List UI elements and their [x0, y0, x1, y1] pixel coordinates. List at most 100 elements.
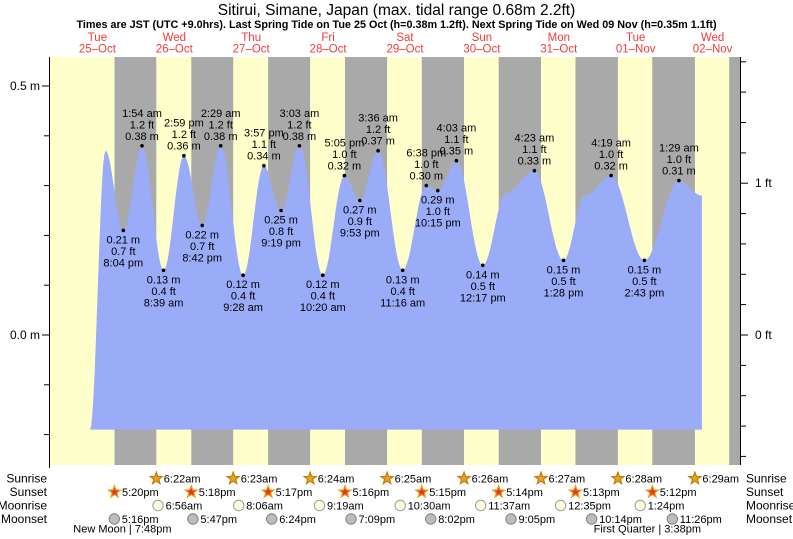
sunset-sun-icon	[106, 483, 123, 499]
moonrise-time: 10:30am	[408, 501, 451, 513]
day-date-label: 27–Oct	[233, 44, 271, 56]
low-tide-label-line: 0.5 ft	[471, 281, 495, 293]
tide-event-dot	[241, 273, 245, 278]
high-tide-label-line: 3:36 am	[358, 113, 398, 125]
low-tide-label-line: 0.4 ft	[390, 286, 414, 298]
moonset-row-label-right: Moonset	[746, 512, 793, 526]
day-date-label: 28–Oct	[310, 44, 348, 56]
high-tide-label-line: 3:57 pm	[244, 128, 284, 140]
sunrise-row-label-right: Sunrise	[746, 472, 787, 486]
left-axis-label: 0.0 m	[10, 328, 40, 342]
high-tide-label-line: 1.2 ft	[172, 129, 196, 141]
high-tide-label-line: 0.36 m	[167, 141, 201, 153]
tide-event-dot	[297, 144, 302, 148]
moonrise-row-label-right: Moonrise	[746, 499, 793, 513]
day-date-label: 30–Oct	[463, 44, 501, 56]
sunrise-time: 6:27am	[549, 474, 586, 486]
low-tide-label-line: 1:28 pm	[544, 287, 584, 299]
moonrise-time: 9:19am	[327, 501, 364, 513]
tide-event-dot	[561, 258, 566, 263]
sunrise-time: 6:23am	[241, 474, 278, 486]
sunset-time: 5:20pm	[122, 487, 159, 499]
astro-rows: Sunrise Sunrise 6:22am 6:23am 6:24am 6:25am 6:…	[0, 470, 793, 536]
tide-event-annotations: 0.21 m0.7 ft8:04 pm1:54 am1.2 ft0.38 m0.…	[103, 108, 698, 314]
tide-event-dot	[481, 263, 485, 268]
low-tide-label-line: 0.7 ft	[111, 246, 135, 258]
tide-event-dot	[161, 268, 166, 273]
low-tide-label-line: 0.15 m	[547, 264, 581, 276]
moonset-row-label-left: Moonset	[1, 512, 48, 526]
sunset-time: 5:16pm	[353, 487, 390, 499]
low-tide-label-line: 0.12 m	[306, 279, 340, 291]
moonset-time: 6:24pm	[279, 514, 316, 526]
day-name-label: Fri	[321, 32, 334, 44]
high-tide-label-line: 0.35 m	[440, 146, 474, 158]
page-title: Sitirui, Simane, Japan (max. tidal range…	[217, 2, 576, 19]
sunset-time: 5:14pm	[506, 487, 543, 499]
axes	[42, 57, 748, 468]
night-band	[729, 57, 741, 465]
day-date-label: 29–Oct	[386, 44, 424, 56]
page-subtitle: Times are JST (UTC +9.0hrs). Last Spring…	[76, 19, 717, 31]
high-tide-label-line: 1.1 ft	[444, 134, 468, 146]
high-tide-label-line: 1.0 ft	[332, 149, 356, 161]
low-tide-label-line: 0.8 ft	[269, 226, 293, 238]
sunrise-sun-icon	[302, 470, 318, 486]
day-date-label: 25–Oct	[79, 44, 117, 56]
tide-event-dot	[400, 268, 405, 273]
tide-event-dot	[677, 178, 681, 183]
high-tide-label-line: 1.0 ft	[599, 149, 623, 161]
high-tide-label-line: 0.38 m	[125, 131, 159, 143]
high-tide-label-line: 1.1 ft	[522, 144, 546, 156]
day-name-label: Thu	[241, 32, 261, 44]
high-tide-label-line: 1.2 ft	[287, 119, 311, 131]
high-tide-label-line: 0.32 m	[328, 161, 362, 173]
high-tide-label-line: 1.0 ft	[667, 154, 691, 166]
low-tide-label-line: 0.13 m	[386, 274, 420, 286]
low-tide-label-line: 9:53 pm	[340, 228, 380, 240]
sunrise-sun-icon	[379, 470, 395, 486]
low-tide-label-line: 0.4 ft	[311, 291, 335, 303]
high-tide-label-line: 0.38 m	[204, 131, 238, 143]
high-tide-label-line: 0.31 m	[662, 166, 696, 178]
low-tide-label-line: 11:16 am	[380, 297, 425, 309]
low-tide-label-line: 0.7 ft	[190, 241, 214, 253]
sunrise-time: 6:25am	[395, 474, 432, 486]
day-name-label: Tue	[626, 32, 645, 44]
high-tide-label-line: 0.37 m	[361, 136, 395, 148]
day-date-label: 01–Nov	[616, 44, 656, 56]
high-tide-label-line: 4:19 am	[591, 138, 631, 150]
low-tide-label-line: 0.12 m	[226, 279, 260, 291]
tide-event-dot	[342, 173, 347, 178]
high-tide-label-line: 0.32 m	[594, 161, 628, 173]
sunrise-sun-icon	[687, 470, 703, 486]
high-tide-label-line: 2:59 pm	[164, 118, 204, 130]
high-tide-label-line: 1.0 ft	[414, 159, 438, 171]
high-tide-label-line: 0.38 m	[283, 131, 317, 143]
sunset-time: 5:17pm	[276, 487, 313, 499]
moonrise-moon-icon	[475, 499, 487, 512]
high-tide-label-line: 1:29 am	[659, 143, 699, 155]
sunset-row-label-right: Sunset	[746, 485, 784, 499]
sunset-time: 5:12pm	[660, 487, 697, 499]
sunrise-sun-icon	[533, 470, 549, 486]
sunrise-time: 6:29am	[702, 474, 739, 486]
moonset-time: 8:02pm	[438, 514, 475, 526]
tide-water-area	[90, 145, 702, 430]
moonrise-time: 6:56am	[166, 501, 203, 513]
sunset-sun-icon	[183, 483, 199, 499]
moonset-moon-icon	[266, 513, 278, 525]
right-axis-label: 1 ft	[755, 176, 772, 190]
sunrise-time: 6:28am	[625, 474, 662, 486]
tide-event-dot	[454, 158, 459, 163]
low-tide-label-line: 0.4 ft	[151, 286, 175, 298]
moonset-time: 7:09pm	[359, 514, 396, 526]
high-tide-label-line: 5:05 pm	[325, 138, 365, 150]
day-name-label: Sun	[472, 32, 492, 44]
sunset-row-label-left: Sunset	[10, 485, 48, 499]
high-tide-label-line: 1.2 ft	[130, 119, 154, 131]
moonset-time: 9:05pm	[519, 514, 556, 526]
moon-phase-label: First Quarter | 3:38pm	[594, 524, 701, 536]
tide-event-dot	[218, 144, 223, 148]
